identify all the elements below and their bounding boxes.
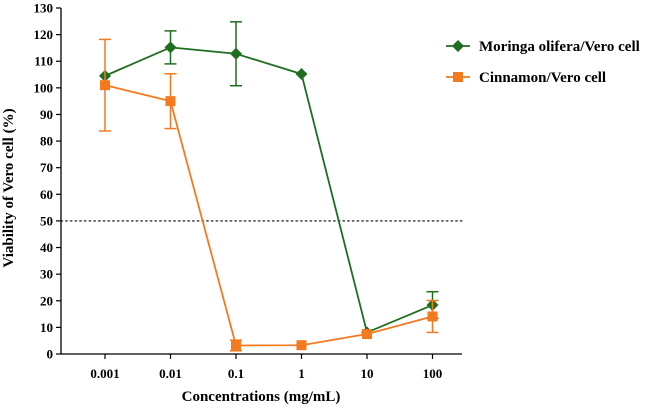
y-axis-title: Viability of Vero cell (%) <box>1 108 17 267</box>
y-tick-label: 110 <box>34 54 53 69</box>
data-point <box>100 80 110 91</box>
legend-label: Cinnamon/Vero cell <box>479 70 606 86</box>
x-tick-label: 0.001 <box>90 366 119 381</box>
x-tick-label: 0.01 <box>159 366 182 381</box>
y-tick-label: 90 <box>40 107 53 122</box>
legend-item-1: Cinnamon/Vero cell <box>446 70 606 86</box>
y-tick-label: 70 <box>40 160 53 175</box>
y-tick-label: 50 <box>40 213 53 228</box>
series-0 <box>99 21 439 339</box>
y-tick-label: 40 <box>40 240 53 255</box>
legend-item-0: Moringa olifera/Vero cell <box>446 39 640 55</box>
legend-square-marker <box>453 72 463 82</box>
y-tick-label: 130 <box>34 1 54 16</box>
x-tick-label: 100 <box>423 366 443 381</box>
series-layer <box>99 21 439 352</box>
y-tick-label: 60 <box>40 187 53 202</box>
x-axis-title: Concentrations (mg/mL) <box>182 389 341 405</box>
data-point <box>231 340 241 351</box>
series-1 <box>99 38 439 352</box>
y-tick-label: 0 <box>47 347 54 362</box>
x-tick-label: 1 <box>298 366 305 381</box>
y-tick-label: 80 <box>40 134 53 149</box>
x-tick-label: 0.1 <box>228 366 244 381</box>
series-line <box>104 84 433 347</box>
data-point <box>295 68 308 81</box>
y-tick-label: 30 <box>40 267 53 282</box>
data-point <box>427 311 438 322</box>
series-line <box>104 46 433 334</box>
data-point <box>164 41 177 54</box>
y-tick-label: 10 <box>40 320 53 335</box>
data-point <box>165 96 176 107</box>
legend-diamond-marker <box>452 40 464 52</box>
data-point <box>362 329 372 340</box>
data-point <box>296 340 307 351</box>
y-tick-label: 120 <box>34 27 54 42</box>
y-tick-label: 100 <box>34 80 54 95</box>
data-point <box>230 47 242 60</box>
y-tick-label: 20 <box>40 293 53 308</box>
legend-label: Moringa olifera/Vero cell <box>479 39 640 55</box>
x-tick-label: 10 <box>361 366 374 381</box>
legend: Moringa olifera/Vero cell Cinnamon/Vero c… <box>446 39 640 86</box>
